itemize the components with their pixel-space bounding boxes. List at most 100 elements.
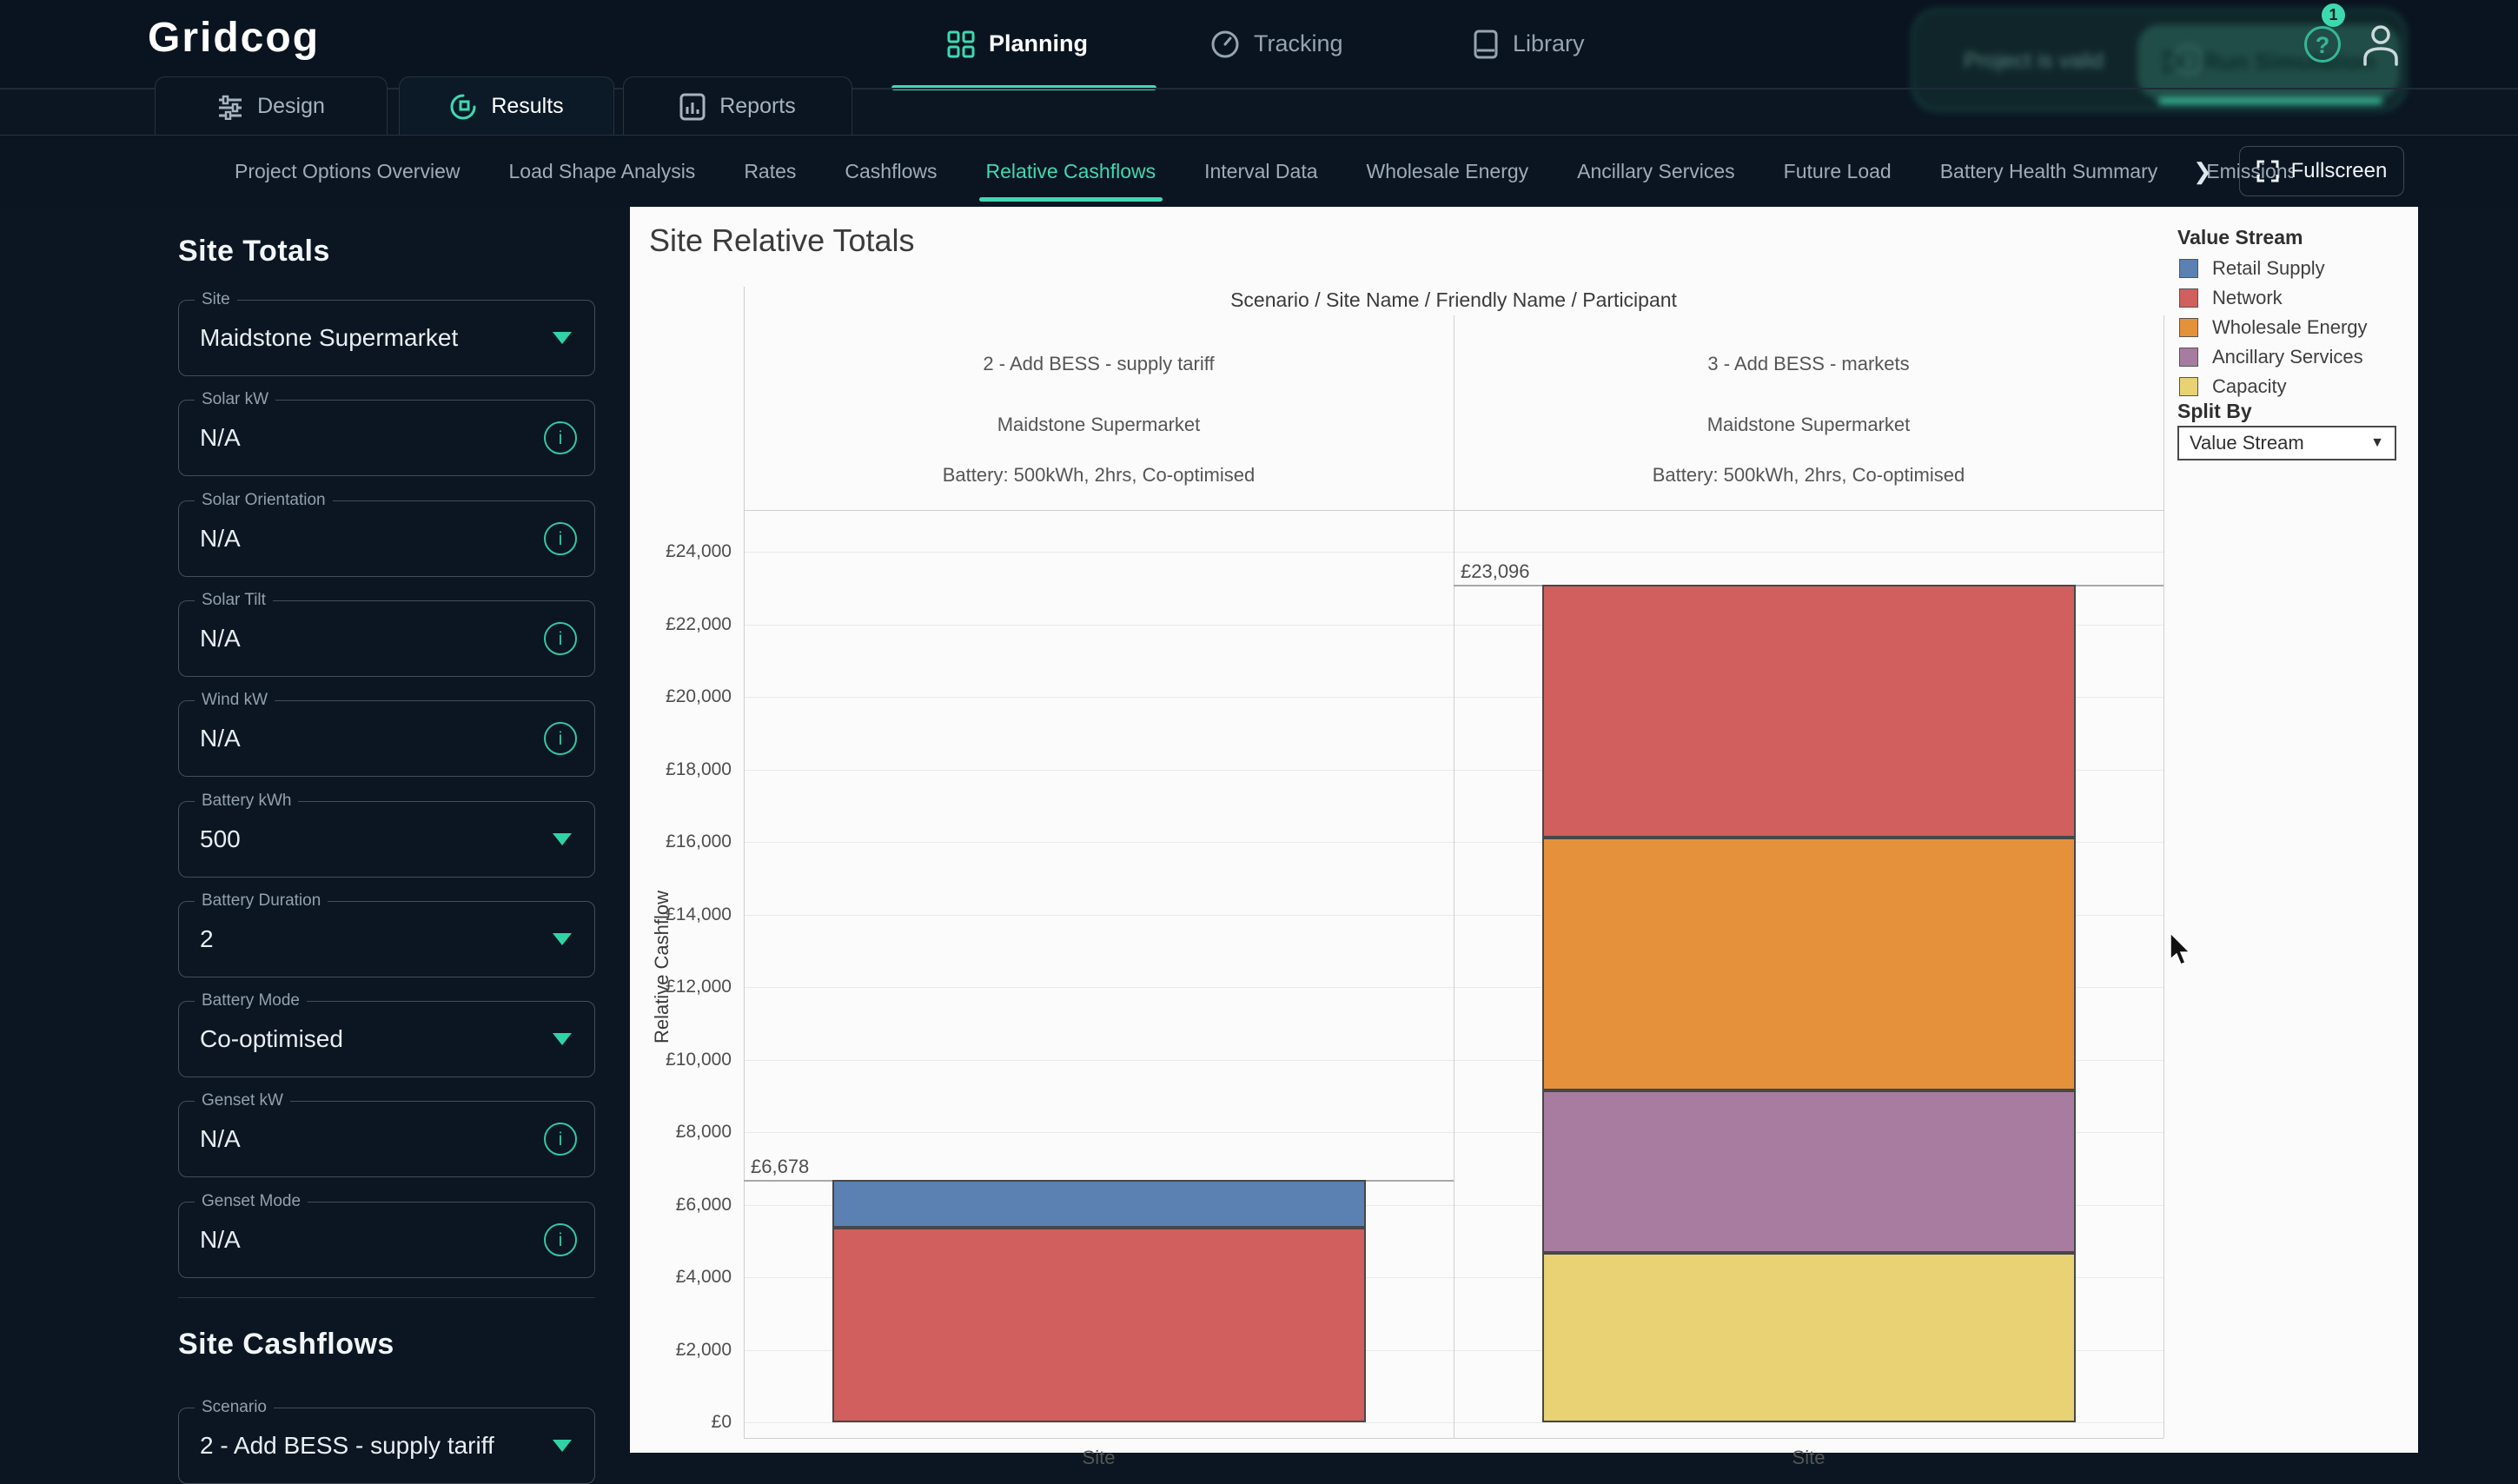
subtabs-overflow-chevron[interactable]: ❯ <box>2193 157 2212 184</box>
nav-item-label: Tracking <box>1254 30 1343 56</box>
info-icon[interactable]: i <box>544 1123 577 1156</box>
legend-item-wholesale-energy[interactable]: Wholesale Energy <box>2179 316 2368 339</box>
tab-results[interactable]: Results <box>399 76 614 136</box>
bar-segment-wholesale-energy[interactable] <box>1541 837 2076 1091</box>
legend-item-network[interactable]: Network <box>2179 287 2283 309</box>
section-title-site-cashflows: Site Cashflows <box>178 1328 394 1361</box>
results-gauge-icon <box>450 94 476 119</box>
subtab-strip: Project Options Overview Load Shape Analy… <box>0 136 2518 207</box>
legend-item-retail-supply[interactable]: Retail Supply <box>2179 257 2325 280</box>
field-label: Battery Duration <box>195 891 328 911</box>
y-tick-label: £2,000 <box>675 1339 732 1360</box>
column-site-label: Maidstone Supermarket <box>1706 414 1911 435</box>
subtab-load-shape-analysis[interactable]: Load Shape Analysis <box>508 136 695 207</box>
column-battery-label: Battery: 500kWh, 2hrs, Co-optimised <box>1652 464 1965 486</box>
field-label: Solar Orientation <box>195 491 333 510</box>
legend-item-ancillary-services[interactable]: Ancillary Services <box>2179 346 2363 368</box>
bar-segment-capacity[interactable] <box>1541 1253 2076 1422</box>
y-tick-label: £12,000 <box>666 977 732 997</box>
info-icon[interactable]: i <box>544 722 577 755</box>
y-axis-line <box>744 287 745 1438</box>
subtab-emissions[interactable]: Emissions <box>2206 136 2293 207</box>
subtab-interval-data[interactable]: Interval Data <box>1204 136 1317 207</box>
subtab-label: Rates <box>744 159 797 182</box>
tab-reports[interactable]: Reports <box>623 76 852 136</box>
split-by-select[interactable]: Value Stream ▼ <box>2177 426 2396 460</box>
select-battery-duration[interactable]: Battery Duration 2 <box>178 891 595 977</box>
field-label: Site <box>195 290 237 309</box>
field-value: N/A <box>200 1125 241 1152</box>
tab-design[interactable]: Design <box>155 76 388 136</box>
readonly-field-genset-kw: Genset kW N/A i <box>178 1091 595 1177</box>
legend-swatch <box>2179 377 2198 396</box>
column-scenario-label: 2 - Add BESS - supply tariff <box>983 353 1215 374</box>
scenario-select[interactable]: Scenario 2 - Add BESS - supply tariff <box>178 1398 595 1484</box>
fullscreen-button[interactable]: Fullscreen <box>2239 146 2404 196</box>
field-value: Maidstone Supermarket <box>200 324 459 351</box>
field-value: N/A <box>200 625 241 652</box>
subtab-ancillary-services[interactable]: Ancillary Services <box>1577 136 1735 207</box>
y-tick-label: £6,000 <box>675 1194 732 1215</box>
info-icon[interactable]: i <box>544 421 577 454</box>
subtab-future-load[interactable]: Future Load <box>1784 136 1892 207</box>
field-label: Genset Mode <box>195 1192 308 1211</box>
top-nav-divider <box>0 88 2518 89</box>
info-icon[interactable]: i <box>544 1223 577 1256</box>
select-battery-mode[interactable]: Battery Mode Co-optimised <box>178 991 595 1077</box>
chevron-down-icon <box>553 1033 572 1045</box>
header-plot-divider <box>744 510 2163 511</box>
field-value: 500 <box>200 825 241 852</box>
reports-chart-icon <box>679 93 706 120</box>
y-tick-label: £4,000 <box>675 1267 732 1288</box>
total-value-label: £23,096 <box>1461 560 1530 583</box>
library-book-icon <box>1474 30 1498 58</box>
planning-grid-icon <box>947 30 975 57</box>
bar-segment-retail-supply[interactable] <box>832 1180 1366 1228</box>
info-icon[interactable]: i <box>544 522 577 555</box>
select-site[interactable]: Site Maidstone Supermarket <box>178 290 595 376</box>
fullscreen-icon <box>2256 160 2279 182</box>
tabs-divider <box>0 135 2518 136</box>
select-battery-kwh[interactable]: Battery kWh 500 <box>178 792 595 878</box>
chart-title: Site Relative Totals <box>649 222 915 258</box>
user-icon[interactable] <box>2360 23 2402 68</box>
plot-right-border <box>2163 315 2164 1438</box>
field-value: 2 <box>200 925 214 952</box>
y-tick-label: £20,000 <box>666 686 732 707</box>
bar-segment-ancillary-services[interactable] <box>1541 1090 2076 1254</box>
subtab-label: Ancillary Services <box>1577 159 1735 182</box>
y-tick-label: £24,000 <box>666 541 732 562</box>
nav-item-tracking[interactable]: Tracking <box>1210 0 1343 88</box>
field-label: Wind kW <box>195 691 275 710</box>
run-button-highlight <box>2158 98 2382 104</box>
field-value: N/A <box>200 1226 241 1253</box>
help-icon[interactable]: ? <box>2304 26 2341 63</box>
field-label: Battery Mode <box>195 991 307 1010</box>
bar-segment-network[interactable] <box>1541 585 2076 838</box>
tab-label: Reports <box>719 94 796 118</box>
subtab-label: Load Shape Analysis <box>508 159 696 182</box>
subtab-battery-health-summary[interactable]: Battery Health Summary <box>1940 136 2158 207</box>
legend-item-capacity[interactable]: Capacity <box>2179 375 2287 398</box>
app-logo: Gridcog <box>148 15 321 61</box>
column-battery-label: Battery: 500kWh, 2hrs, Co-optimised <box>942 464 1256 486</box>
field-value: Co-optimised <box>200 1025 343 1052</box>
subtab-label: Wholesale Energy <box>1366 159 1529 182</box>
nav-item-library[interactable]: Library <box>1473 0 1585 88</box>
legend-label: Retail Supply <box>2212 257 2325 279</box>
readonly-field-solar-tilt: Solar Tilt N/A i <box>178 591 595 677</box>
subtab-label: Cashflows <box>845 159 938 182</box>
subtab-label: Project Options Overview <box>235 159 461 182</box>
nav-item-label: Planning <box>989 30 1088 56</box>
y-tick-label: £18,000 <box>666 759 732 779</box>
subtab-relative-cashflows[interactable]: Relative Cashflows <box>978 136 1163 207</box>
nav-item-planning[interactable]: Planning <box>947 0 1088 88</box>
info-icon[interactable]: i <box>544 622 577 655</box>
column-scenario-label: 3 - Add BESS - markets <box>1707 353 1910 374</box>
subtab-rates[interactable]: Rates <box>744 136 796 207</box>
design-sliders-icon <box>219 95 242 120</box>
subtab-cashflows[interactable]: Cashflows <box>845 136 937 207</box>
bar-segment-network[interactable] <box>832 1227 1366 1422</box>
subtab-wholesale-energy[interactable]: Wholesale Energy <box>1367 136 1529 207</box>
subtab-project-options-overview[interactable]: Project Options Overview <box>235 136 460 207</box>
